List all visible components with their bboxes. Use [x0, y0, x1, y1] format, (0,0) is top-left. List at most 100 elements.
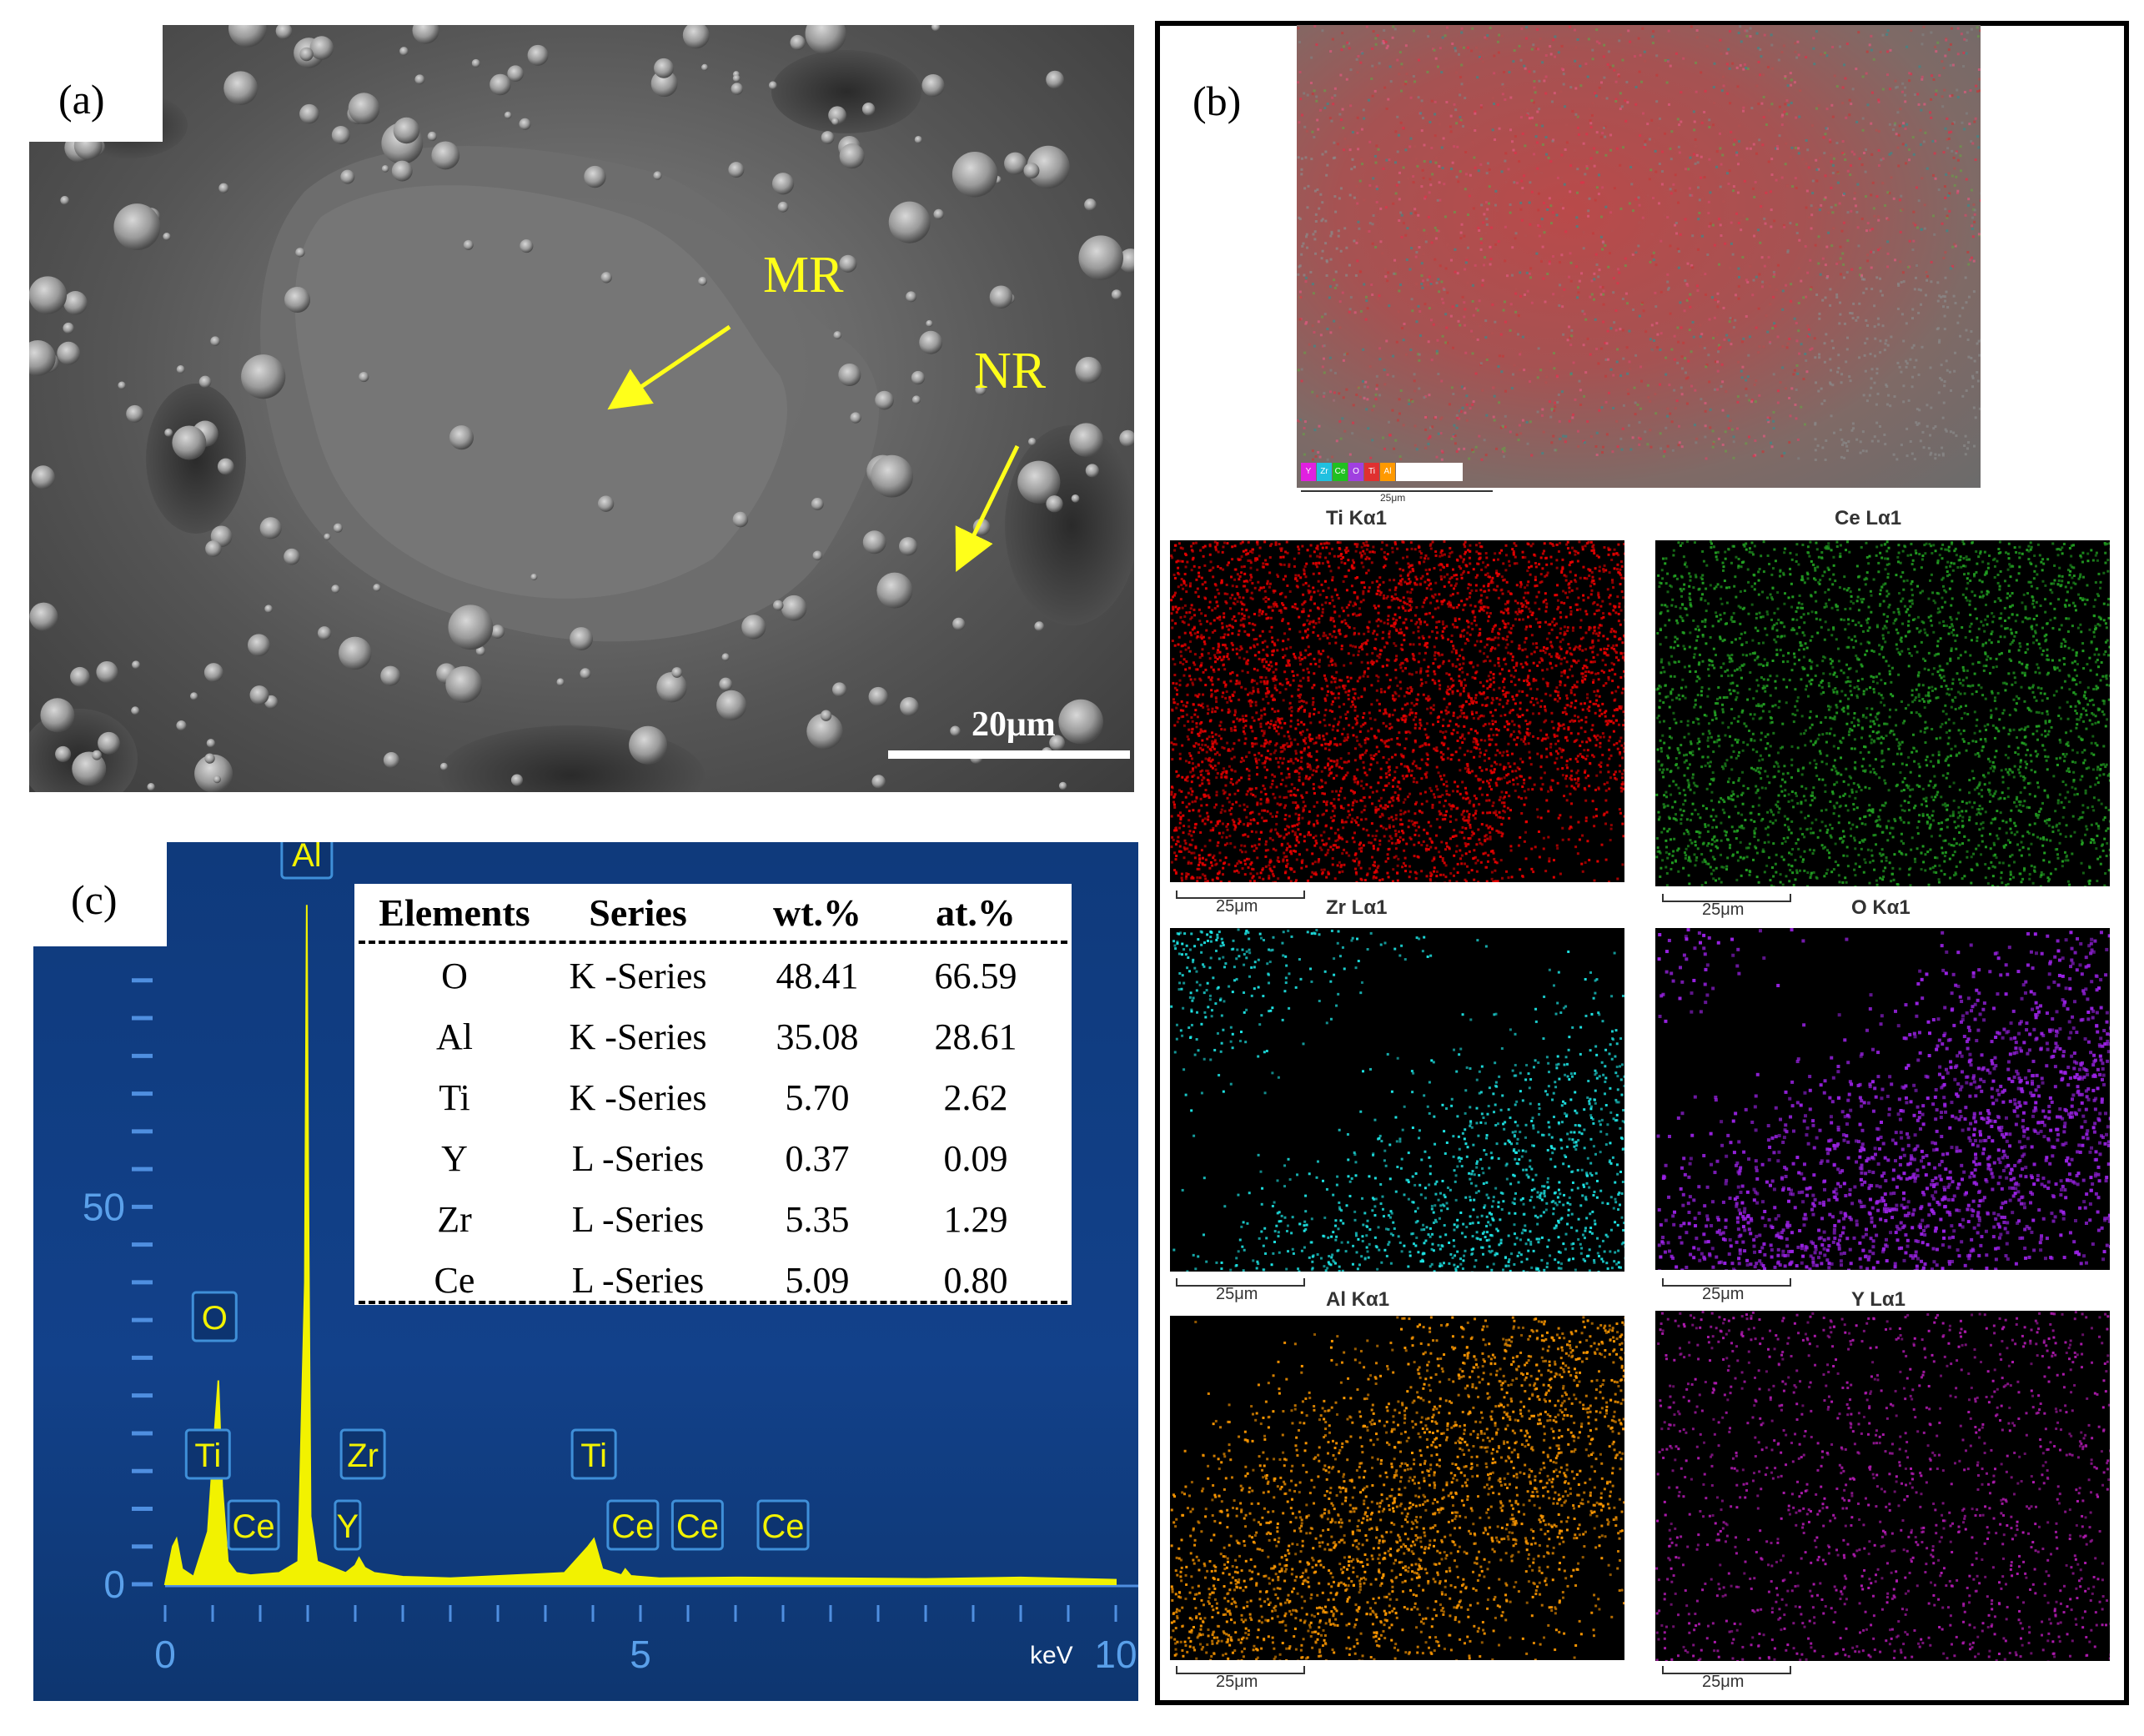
table-cell: Al: [436, 1016, 473, 1057]
sem-micrograph: 20μm: [29, 25, 1134, 792]
composite-legend-item: Al: [1380, 463, 1395, 481]
table-cell: 5.35: [785, 1199, 850, 1240]
composite-legend-blank: [1396, 463, 1463, 481]
map-scale-label: 25μm: [1702, 1673, 1745, 1691]
map-scale-label: 25μm: [1216, 1285, 1258, 1303]
table-cell: L -Series: [571, 1138, 705, 1179]
composite-scale-label: 25μm: [1380, 492, 1406, 504]
map-title: Ti Kα1: [1326, 507, 1387, 529]
composite-legend: Y Zr Ce O Ti Al: [1301, 463, 1463, 483]
panel-c-label-box: [33, 842, 167, 946]
composite-map: Y Zr Ce O Ti Al: [1297, 25, 1981, 488]
panel-a-label: (a): [58, 75, 105, 123]
composite-legend-item: O: [1348, 463, 1363, 481]
table-cell: 66.59: [934, 956, 1017, 996]
composite-legend-item: Zr: [1317, 463, 1332, 481]
map-scale-label: 25μm: [1702, 1285, 1745, 1303]
map-scale-bar: 25μm: [1662, 1278, 1791, 1303]
table-header: Series: [589, 891, 687, 934]
peak-label: Ce: [606, 1499, 660, 1551]
map-scale-label: 25μm: [1216, 1673, 1258, 1691]
map-scale-bar: 25μm: [1176, 891, 1305, 916]
map-scale-line: [1176, 891, 1305, 899]
peak-label: Zr: [339, 1428, 386, 1480]
y-tick-label: 0: [103, 1563, 125, 1606]
map-scale-label: 25μm: [1216, 897, 1258, 916]
peak-label: Ce: [756, 1499, 810, 1551]
scale-bar-a-label: 20μm: [972, 705, 1056, 744]
peak-label: Y: [334, 1499, 362, 1551]
table-cell: 0.80: [943, 1260, 1008, 1301]
element-map: [1655, 1311, 2110, 1661]
x-tick-label: 5: [630, 1633, 651, 1676]
x-axis-label: keV: [1030, 1642, 1073, 1669]
element-map: [1170, 540, 1624, 882]
table-cell: 1.29: [943, 1199, 1008, 1240]
map-scale-bar: 25μm: [1662, 894, 1791, 919]
map-scale-line: [1176, 1278, 1305, 1287]
panel-b-label: (b): [1193, 78, 1242, 124]
table-cell: Ti: [439, 1077, 470, 1118]
composite-legend-item: Ce: [1333, 463, 1348, 481]
composite-texture: [1297, 25, 1981, 461]
x-tick-label: 0: [154, 1633, 176, 1676]
table-cell: 48.41: [776, 956, 859, 996]
map-scale-line: [1662, 894, 1791, 902]
table-cell: 5.09: [785, 1260, 850, 1301]
peak-label: O: [191, 1291, 238, 1342]
arrow-nr: [955, 444, 1020, 572]
composite-legend-item: Ti: [1364, 463, 1379, 481]
map-title: Zr Lα1: [1326, 896, 1388, 919]
table-header: wt.%: [772, 891, 862, 934]
composite-legend-item: Y: [1301, 463, 1316, 481]
table-cell: K -Series: [569, 1016, 707, 1057]
element-map: [1170, 928, 1624, 1272]
table-cell: O: [441, 956, 468, 996]
table-cell: K -Series: [569, 956, 707, 996]
table-cell: K -Series: [569, 1077, 707, 1118]
element-map: [1655, 540, 2110, 886]
map-scale-bar: 25μm: [1176, 1278, 1305, 1303]
map-title: O Kα1: [1851, 896, 1911, 919]
map-title: Y Lα1: [1851, 1288, 1906, 1311]
table-rule-top: [359, 941, 1067, 944]
table-cell: Y: [441, 1138, 468, 1179]
table-cell: L -Series: [571, 1260, 705, 1301]
map-scale-line: [1662, 1278, 1791, 1287]
element-map: [1655, 928, 2110, 1270]
table-rule-bottom: [359, 1301, 1067, 1304]
arrow-mr: [607, 324, 731, 410]
map-scale-bar: 25μm: [1176, 1666, 1305, 1691]
annotation-mr: MR: [763, 247, 844, 304]
y-tick-label: 50: [83, 1185, 125, 1228]
peak-label: Ti: [184, 1428, 231, 1480]
panel-b-frame: [1155, 21, 2129, 1705]
element-map: [1170, 1316, 1624, 1660]
scale-bar-a: [888, 750, 1130, 759]
table-cell: 0.09: [943, 1138, 1008, 1179]
peak-label: Ce: [227, 1499, 280, 1551]
table-cell: Ce: [434, 1260, 475, 1301]
spectrum-series: [163, 905, 1117, 1585]
peak-label: Ce: [670, 1499, 724, 1551]
map-title: Ce Lα1: [1835, 507, 1902, 529]
map-title: Al Kα1: [1326, 1288, 1390, 1311]
table-cell: 5.70: [785, 1077, 850, 1118]
table-cell: 2.62: [943, 1077, 1008, 1118]
table-header: Elements: [379, 891, 530, 934]
table-cell: 35.08: [776, 1016, 859, 1057]
sem-texture: [29, 25, 1134, 792]
composite-scale-line: [1301, 490, 1493, 492]
table-cell: 0.37: [785, 1138, 850, 1179]
annotation-nr: NR: [974, 343, 1047, 399]
table-cell: Zr: [437, 1199, 472, 1240]
table-cell: 28.61: [934, 1016, 1017, 1057]
map-scale-bar: 25μm: [1662, 1666, 1791, 1691]
panel-c-label: (c): [71, 876, 118, 923]
peak-label: Al: [280, 828, 334, 880]
map-scale-line: [1662, 1666, 1791, 1674]
map-scale-label: 25μm: [1702, 901, 1745, 919]
x-tick-label: 10: [1094, 1633, 1137, 1676]
peak-label: Ti: [570, 1428, 617, 1480]
